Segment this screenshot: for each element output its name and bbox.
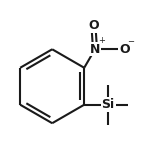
Text: Si: Si bbox=[102, 98, 115, 111]
Text: −: − bbox=[127, 37, 134, 46]
Text: O: O bbox=[119, 43, 129, 56]
Text: O: O bbox=[88, 19, 99, 32]
Text: N: N bbox=[90, 43, 100, 56]
Text: +: + bbox=[98, 36, 105, 45]
